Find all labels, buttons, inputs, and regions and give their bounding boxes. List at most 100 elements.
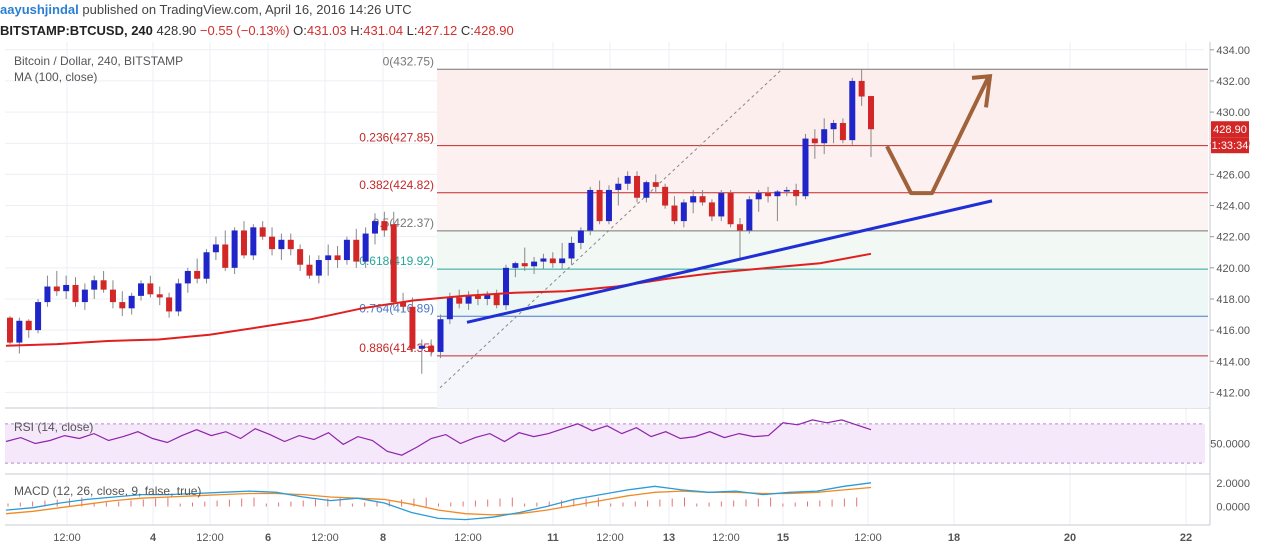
- candle[interactable]: [362, 227, 369, 268]
- candle[interactable]: [63, 275, 70, 299]
- candle[interactable]: [259, 221, 266, 240]
- candle[interactable]: [409, 297, 416, 352]
- candle[interactable]: [521, 247, 528, 271]
- candle[interactable]: [91, 275, 98, 299]
- candle[interactable]: [278, 233, 285, 261]
- candle[interactable]: [428, 339, 435, 357]
- candle[interactable]: [269, 227, 276, 256]
- candle[interactable]: [437, 314, 444, 359]
- candle[interactable]: [35, 298, 42, 334]
- candle[interactable]: [7, 316, 13, 345]
- candle[interactable]: [577, 227, 584, 250]
- candle[interactable]: [194, 258, 201, 284]
- candle[interactable]: [212, 236, 219, 261]
- candle[interactable]: [755, 189, 762, 212]
- candle[interactable]: [680, 199, 687, 228]
- candle[interactable]: [222, 230, 229, 271]
- candle[interactable]: [839, 118, 846, 144]
- candle[interactable]: [559, 242, 566, 270]
- candle[interactable]: [512, 261, 519, 278]
- candle[interactable]: [53, 270, 60, 296]
- candle[interactable]: [540, 253, 547, 270]
- candle[interactable]: [315, 255, 322, 284]
- candle[interactable]: [587, 186, 594, 236]
- candle[interactable]: [858, 69, 865, 106]
- candle[interactable]: [156, 286, 163, 306]
- candle[interactable]: [100, 270, 107, 293]
- candle[interactable]: [456, 289, 463, 309]
- candle[interactable]: [44, 275, 51, 307]
- candle[interactable]: [203, 249, 210, 284]
- candle[interactable]: [418, 339, 425, 374]
- candle[interactable]: [783, 186, 790, 197]
- candle[interactable]: [25, 319, 32, 338]
- candle[interactable]: [793, 183, 800, 206]
- candle[interactable]: [718, 189, 725, 222]
- candle[interactable]: [727, 189, 734, 228]
- candle[interactable]: [390, 211, 397, 309]
- candle[interactable]: [381, 211, 388, 237]
- candle[interactable]: [287, 233, 294, 256]
- candle[interactable]: [868, 95, 874, 157]
- candle-body: [269, 236, 276, 250]
- candle-body: [559, 258, 566, 264]
- candle[interactable]: [119, 291, 126, 317]
- candle[interactable]: [465, 291, 472, 310]
- candle[interactable]: [175, 278, 182, 317]
- candle[interactable]: [334, 246, 341, 268]
- candle-body: [175, 283, 182, 312]
- symbol-label[interactable]: BITSTAMP:BTCUSD, 240: [0, 23, 153, 38]
- candle[interactable]: [699, 189, 706, 206]
- candle[interactable]: [353, 228, 360, 268]
- candle[interactable]: [16, 317, 23, 354]
- candle[interactable]: [708, 199, 715, 222]
- candle[interactable]: [474, 289, 481, 306]
- candle[interactable]: [652, 174, 659, 194]
- candle[interactable]: [596, 180, 603, 225]
- x-tick-label: 20: [1064, 532, 1076, 544]
- chart-svg[interactable]: 0(432.75) 0.236(427.85) 0.382(424.82) 0.5(4…: [0, 42, 1270, 552]
- candle[interactable]: [343, 236, 350, 265]
- candle[interactable]: [250, 224, 257, 261]
- candle[interactable]: [849, 77, 856, 145]
- candle[interactable]: [109, 280, 116, 309]
- candle[interactable]: [821, 118, 828, 155]
- author-link[interactable]: aayushjindal: [0, 2, 79, 17]
- candle[interactable]: [765, 186, 772, 203]
- candle[interactable]: [568, 236, 575, 265]
- candle[interactable]: [634, 171, 641, 203]
- candle[interactable]: [671, 196, 678, 225]
- x-tick-label: 22: [1180, 532, 1192, 544]
- candle[interactable]: [736, 217, 743, 259]
- candle[interactable]: [325, 244, 332, 276]
- candle[interactable]: [147, 275, 154, 298]
- candle[interactable]: [184, 267, 191, 293]
- candle[interactable]: [746, 196, 753, 234]
- candle[interactable]: [306, 255, 313, 279]
- candle[interactable]: [615, 177, 622, 206]
- candle[interactable]: [643, 180, 650, 203]
- candle[interactable]: [81, 283, 88, 310]
- candle[interactable]: [371, 213, 378, 245]
- candles: [7, 69, 874, 374]
- macd-tick-label: 2.0000: [1216, 478, 1250, 490]
- candle[interactable]: [774, 189, 781, 222]
- candle[interactable]: [830, 119, 837, 144]
- candle[interactable]: [605, 185, 612, 225]
- candle[interactable]: [231, 227, 238, 275]
- candle[interactable]: [240, 221, 247, 259]
- candle[interactable]: [811, 129, 818, 159]
- candle[interactable]: [72, 277, 79, 307]
- candle[interactable]: [549, 252, 556, 268]
- candle[interactable]: [690, 189, 697, 214]
- candle[interactable]: [662, 183, 669, 209]
- candle[interactable]: [624, 171, 631, 190]
- candle[interactable]: [531, 256, 538, 275]
- candle[interactable]: [503, 264, 510, 310]
- candle[interactable]: [128, 292, 135, 315]
- candle[interactable]: [166, 292, 173, 318]
- candle[interactable]: [493, 289, 500, 309]
- candle[interactable]: [297, 244, 304, 271]
- candle[interactable]: [138, 280, 145, 301]
- candle[interactable]: [802, 133, 809, 200]
